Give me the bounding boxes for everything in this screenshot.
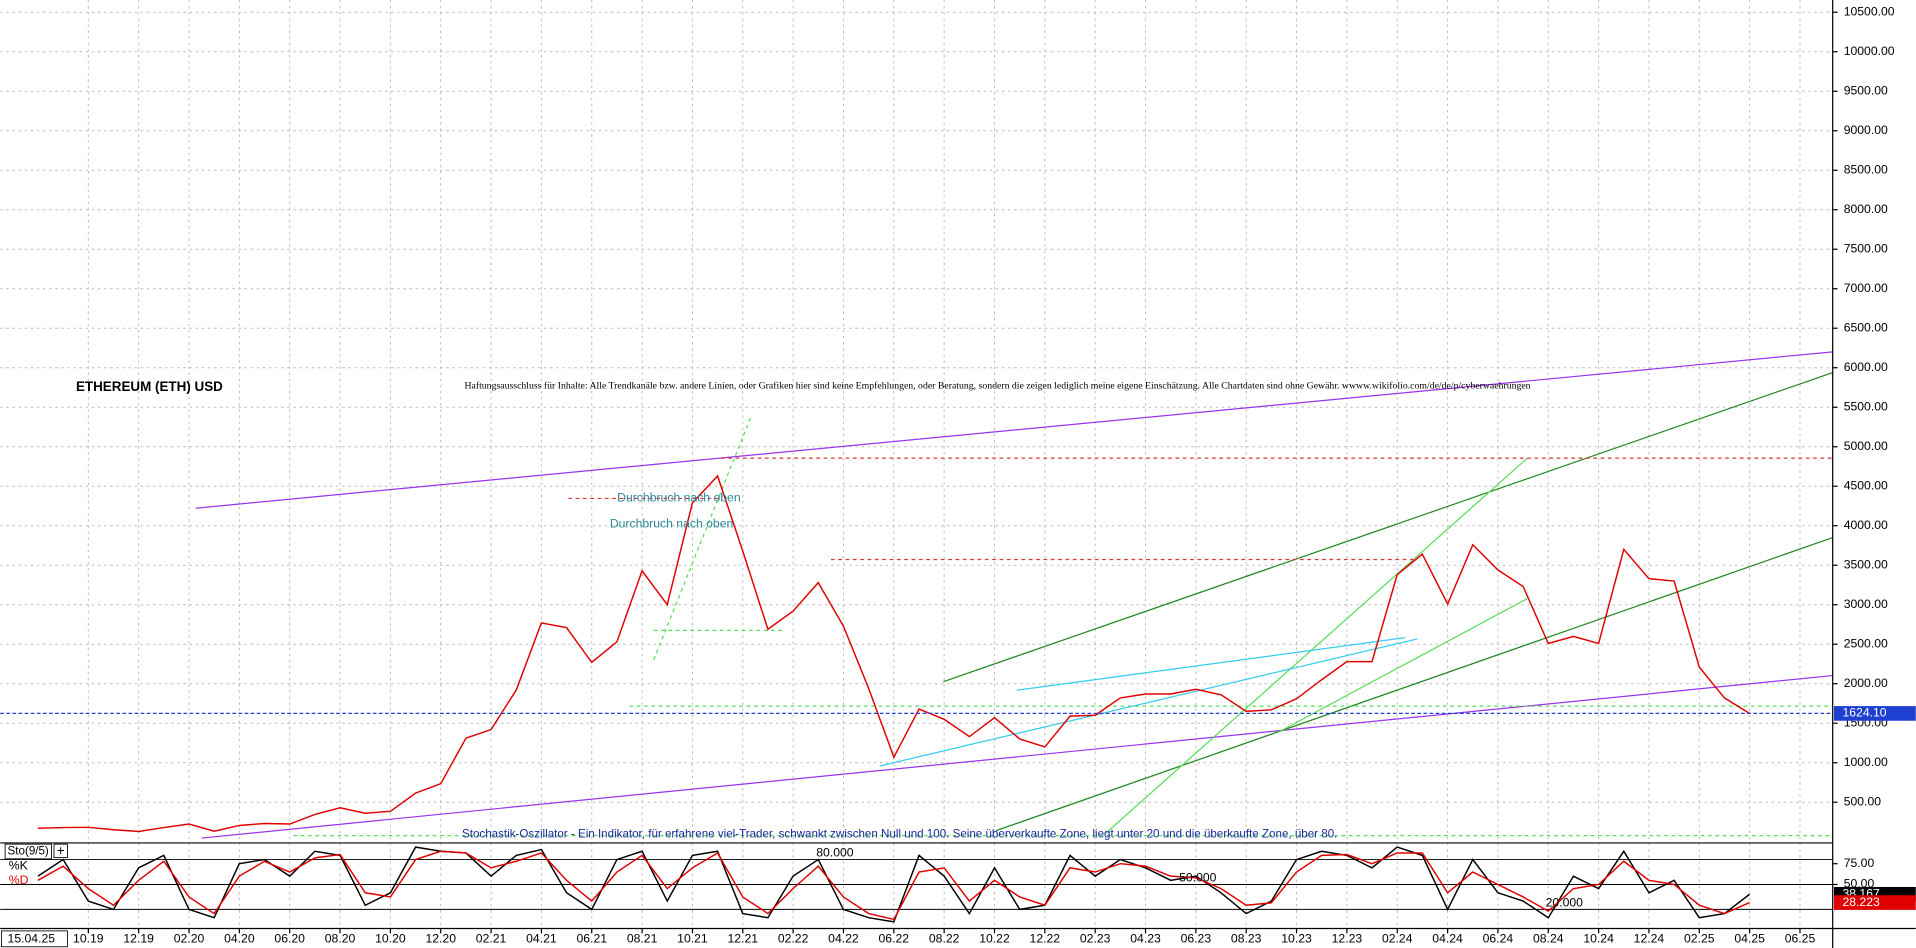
x-tick-label: 08.24 <box>1533 932 1564 946</box>
x-tick-label: 12.19 <box>123 932 154 946</box>
x-tick-label: 06.23 <box>1181 932 1212 946</box>
x-tick-label: 08.21 <box>627 932 658 946</box>
x-tick-label: 06.21 <box>576 932 607 946</box>
x-tick-label: 02.20 <box>174 932 205 946</box>
trend-line <box>195 351 1833 509</box>
stochastic-note: Stochastik-Oszillator - Ein Indikator, f… <box>462 827 1337 840</box>
trend-line <box>1276 598 1528 734</box>
price-label: 1624.10 <box>1842 706 1886 720</box>
y-tick-label: 9000.00 <box>1844 123 1888 137</box>
x-tick-label: 06.24 <box>1483 932 1514 946</box>
y-tick-label: 6000.00 <box>1844 360 1888 374</box>
trend-line <box>201 674 1833 839</box>
x-tick-label: 10.24 <box>1583 932 1614 946</box>
trend-line <box>1016 637 1406 691</box>
y-tick-label: 6500.00 <box>1844 320 1888 334</box>
annotation: Durchbruch nach oben <box>617 491 740 505</box>
x-tick-label: 06.22 <box>879 932 910 946</box>
chart-title: ETHEREUM (ETH) USD <box>76 379 223 394</box>
x-tick-label: 06.25 <box>1785 932 1816 946</box>
x-tick-label: 04.23 <box>1130 932 1161 946</box>
x-tick-label: 12.21 <box>728 932 759 946</box>
legend-k: %K <box>9 858 28 872</box>
y-tick-label: 2000.00 <box>1844 676 1888 690</box>
y-tick-label: 8500.00 <box>1844 162 1888 176</box>
x-tick-label: 06.20 <box>274 932 305 946</box>
x-tick-label: 08.23 <box>1231 932 1262 946</box>
y-tick-label: 5000.00 <box>1844 439 1888 453</box>
y-tick-label: 3500.00 <box>1844 557 1888 571</box>
y-tick-label: 1000.00 <box>1844 755 1888 769</box>
series-line <box>37 850 1750 921</box>
x-tick-label: 02.23 <box>1080 932 1111 946</box>
x-tick-label: 02.21 <box>476 932 507 946</box>
annotation: Durchbruch nach oben <box>610 516 733 530</box>
indicator-name: Sto(9/5) <box>8 845 49 858</box>
legend-d: %D <box>9 873 29 887</box>
y-tick-label: 4500.00 <box>1844 478 1888 492</box>
x-tick-label: 04.24 <box>1432 932 1463 946</box>
x-tick-label: 10.21 <box>677 932 708 946</box>
y-tick-label: 10000.00 <box>1844 44 1895 58</box>
level-label: 50.000 <box>1179 871 1217 885</box>
disclaimer: Haftungsausschluss für Inhalte: Alle Tre… <box>464 380 1530 391</box>
x-tick-label: 08.20 <box>325 932 356 946</box>
x-tick-label: 04.20 <box>224 932 255 946</box>
x-tick-label: 02.22 <box>778 932 809 946</box>
value-label: 28.223 <box>1842 895 1880 909</box>
indicator-box <box>4 843 52 860</box>
level-label: 20.000 <box>1546 896 1584 910</box>
x-tick-label: 02.25 <box>1684 932 1715 946</box>
x-tick-label: 12.22 <box>1030 932 1061 946</box>
y-tick-label: 2500.00 <box>1844 636 1888 650</box>
x-tick-label: 12.20 <box>425 932 456 946</box>
trend-line <box>943 372 1833 683</box>
y2-tick-label: 75.00 <box>1844 856 1875 870</box>
trend-lines <box>195 351 1833 839</box>
x-tick-label: 10.20 <box>375 932 406 946</box>
y-tick-label: 10500.00 <box>1844 4 1895 18</box>
x-tick-label: 12.23 <box>1332 932 1363 946</box>
y-tick-label: 4000.00 <box>1844 518 1888 532</box>
y-tick-label: 7500.00 <box>1844 241 1888 255</box>
cursor-date-box <box>1 930 68 948</box>
marks <box>0 474 1833 923</box>
y-tick-label: 3000.00 <box>1844 597 1888 611</box>
x-tick-label: 04.21 <box>526 932 557 946</box>
trend-line <box>1105 457 1528 834</box>
x-tick-label: 12.24 <box>1634 932 1665 946</box>
add-button-icon: + <box>57 843 65 858</box>
x-tick-label: 04.25 <box>1734 932 1765 946</box>
y-tick-label: 9500.00 <box>1844 83 1888 97</box>
x-tick-label: 02.24 <box>1382 932 1413 946</box>
value-label-box <box>1833 895 1916 910</box>
y-tick-label: 500.00 <box>1844 794 1882 808</box>
x-tick-label: 08.22 <box>929 932 960 946</box>
price-label-box <box>1833 706 1916 721</box>
series-line <box>37 474 1751 833</box>
x-tick-label: 10.23 <box>1281 932 1312 946</box>
trend-line <box>995 536 1833 832</box>
x-tick-label: 10.19 <box>73 932 104 946</box>
level-label: 80.000 <box>816 846 854 860</box>
add-button[interactable] <box>53 843 68 859</box>
x-tick-label: 04.22 <box>828 932 859 946</box>
y-tick-label: 5500.00 <box>1844 399 1888 413</box>
x-tick-label: 10.22 <box>979 932 1010 946</box>
y-tick-label: 8000.00 <box>1844 202 1888 216</box>
y-tick-label: 7000.00 <box>1844 281 1888 295</box>
cursor-date: 15.04.25 <box>8 932 56 946</box>
trend-line <box>879 638 1418 767</box>
series-line <box>37 846 1751 923</box>
